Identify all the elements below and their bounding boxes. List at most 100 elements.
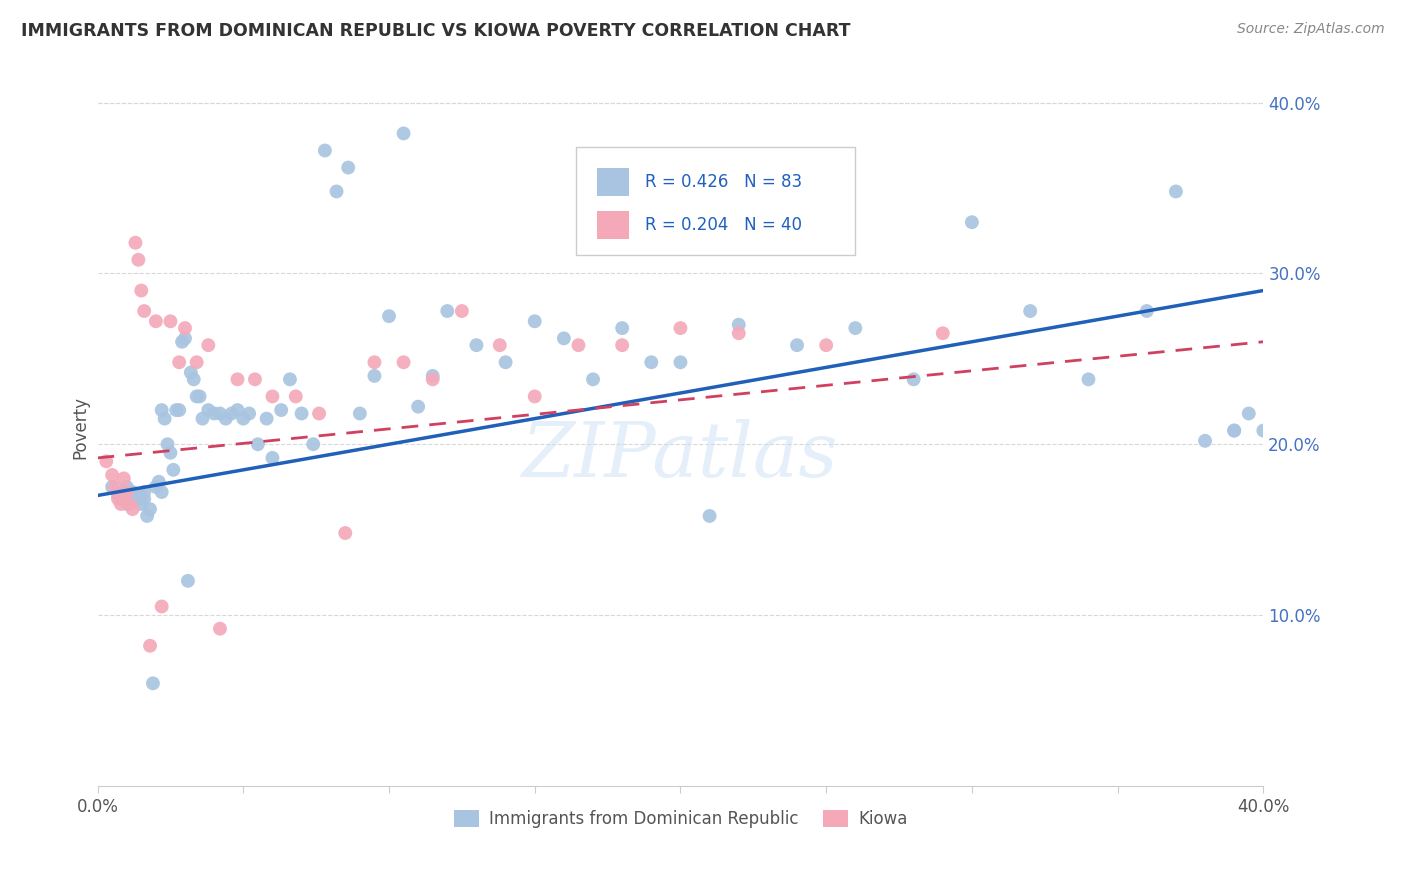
Point — [349, 407, 371, 421]
FancyBboxPatch shape — [575, 147, 855, 255]
Point — [129, 497, 152, 511]
Point — [115, 480, 138, 494]
Point — [180, 366, 202, 380]
Point — [699, 508, 721, 523]
Point — [1237, 407, 1260, 421]
Point — [177, 574, 200, 588]
Point — [314, 144, 336, 158]
Point — [1019, 304, 1042, 318]
Point — [1253, 424, 1275, 438]
Point — [124, 235, 146, 250]
Point — [153, 411, 176, 425]
Point — [290, 407, 312, 421]
Point — [172, 334, 194, 349]
Point — [932, 326, 955, 341]
Point — [118, 491, 141, 506]
Point — [197, 338, 219, 352]
Point — [669, 355, 692, 369]
Point — [121, 502, 143, 516]
Point — [118, 497, 141, 511]
Point — [148, 475, 170, 489]
Point — [727, 318, 749, 332]
Point — [612, 338, 634, 352]
Point — [112, 485, 135, 500]
Point — [156, 437, 179, 451]
Point — [392, 355, 415, 369]
Point — [142, 676, 165, 690]
Point — [112, 471, 135, 485]
Point — [121, 485, 143, 500]
Point — [815, 338, 838, 352]
Point — [960, 215, 983, 229]
Point — [1136, 304, 1159, 318]
Point — [284, 389, 307, 403]
Point — [101, 480, 124, 494]
Point — [186, 389, 208, 403]
Point — [197, 403, 219, 417]
Point — [232, 411, 254, 425]
Point — [378, 309, 401, 323]
Point — [451, 304, 474, 318]
Point — [107, 491, 129, 506]
Point — [465, 338, 488, 352]
Point — [115, 497, 138, 511]
Legend: Immigrants from Dominican Republic, Kiowa: Immigrants from Dominican Republic, Kiow… — [447, 804, 914, 835]
FancyBboxPatch shape — [596, 211, 628, 239]
Point — [243, 372, 266, 386]
Point — [186, 355, 208, 369]
Point — [337, 161, 360, 175]
Point — [129, 284, 152, 298]
Point — [202, 407, 225, 421]
Point — [208, 622, 231, 636]
Point — [110, 497, 132, 511]
Point — [786, 338, 808, 352]
Text: IMMIGRANTS FROM DOMINICAN REPUBLIC VS KIOWA POVERTY CORRELATION CHART: IMMIGRANTS FROM DOMINICAN REPUBLIC VS KI… — [21, 22, 851, 40]
Point — [159, 446, 181, 460]
Point — [134, 491, 156, 506]
Point — [1223, 424, 1246, 438]
Point — [256, 411, 278, 425]
Point — [582, 372, 605, 386]
Point — [188, 389, 211, 403]
Point — [302, 437, 325, 451]
Y-axis label: Poverty: Poverty — [72, 396, 89, 458]
Point — [270, 403, 292, 417]
Point — [145, 314, 167, 328]
Point — [150, 599, 173, 614]
Point — [191, 411, 214, 425]
Point — [1194, 434, 1216, 448]
Point — [134, 304, 156, 318]
Point — [392, 127, 415, 141]
Point — [278, 372, 301, 386]
Point — [96, 454, 118, 468]
Point — [215, 411, 238, 425]
Point — [903, 372, 925, 386]
Point — [221, 407, 243, 421]
Point — [308, 407, 330, 421]
Point — [523, 314, 546, 328]
Point — [107, 488, 129, 502]
Point — [162, 463, 184, 477]
Point — [124, 488, 146, 502]
Point — [127, 252, 149, 267]
Point — [727, 326, 749, 341]
Point — [129, 488, 152, 502]
Point — [640, 355, 662, 369]
Point — [139, 639, 162, 653]
Point — [127, 491, 149, 506]
Point — [226, 372, 249, 386]
Point — [165, 403, 187, 417]
Point — [422, 372, 444, 386]
Point — [110, 491, 132, 506]
Point — [115, 485, 138, 500]
Point — [436, 304, 458, 318]
Point — [325, 185, 347, 199]
Point — [136, 508, 159, 523]
Point — [612, 321, 634, 335]
Point — [262, 450, 284, 465]
Text: R = 0.426   N = 83: R = 0.426 N = 83 — [645, 173, 803, 191]
Point — [145, 480, 167, 494]
Point — [238, 407, 260, 421]
Point — [1223, 424, 1246, 438]
Point — [1164, 185, 1187, 199]
